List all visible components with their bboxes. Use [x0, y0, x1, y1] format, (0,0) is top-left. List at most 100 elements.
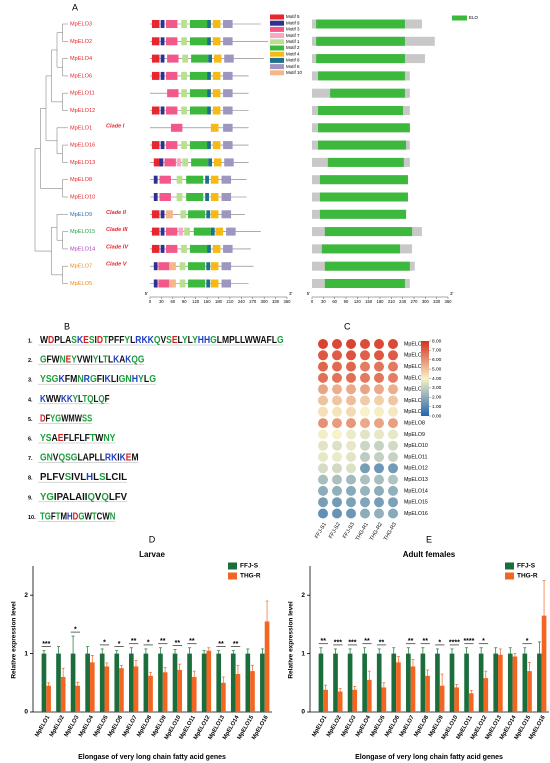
heatmap-cell	[360, 339, 370, 349]
legend-swatch	[270, 39, 284, 45]
row-label: MpELO13	[404, 477, 428, 483]
heatmap-cell	[360, 463, 370, 474]
panel-label: B	[64, 321, 70, 331]
logo-number: 3.	[28, 378, 33, 384]
motif-block	[160, 54, 165, 63]
heatmap-cell	[388, 485, 398, 496]
logo-sequence: GFWNEYVWIYLTLKAKQG	[40, 354, 145, 365]
motif-block	[181, 37, 187, 46]
motif-block	[210, 123, 219, 132]
clade-label: Clade V	[106, 262, 128, 268]
heatmap-cell	[374, 429, 384, 440]
legend-label: Motif 4	[286, 51, 300, 56]
x-tick-label: 330	[433, 299, 441, 304]
gene-label: MpELO12	[70, 108, 95, 114]
motif-block	[207, 244, 211, 253]
motif-block	[223, 37, 233, 46]
legend-swatch	[270, 57, 284, 63]
motif-block	[151, 106, 160, 115]
heatmap-cell	[346, 339, 356, 349]
heatmap-cell	[388, 463, 398, 474]
colorbar-label: 6.00	[432, 357, 442, 363]
legend-swatch	[505, 572, 514, 580]
row-label: MpELO12	[404, 466, 428, 472]
column-label: THG-R2	[369, 522, 384, 542]
chart-title: Larvae	[139, 550, 165, 559]
motif-block	[151, 37, 160, 46]
heatmap-cell	[360, 485, 370, 496]
motif-block	[160, 227, 165, 236]
bar	[468, 693, 474, 712]
logo-number: 5.	[28, 417, 33, 423]
heatmap-cell	[332, 452, 342, 462]
motif-block	[160, 210, 165, 219]
heatmap-cell	[388, 372, 398, 383]
motif-block	[221, 193, 232, 201]
heatmap-cell	[388, 497, 398, 508]
gene-label: MpELO7	[70, 264, 92, 270]
motif-block	[212, 141, 221, 150]
legend-swatch	[270, 70, 284, 76]
significance-label: *	[526, 638, 529, 645]
elo-domain	[330, 88, 405, 98]
heatmap-cell	[388, 429, 398, 440]
motif-block	[213, 158, 222, 167]
bar	[148, 675, 153, 712]
heatmap-cell	[318, 452, 328, 462]
panel-label: D	[149, 534, 156, 544]
heatmap-cell	[360, 395, 370, 406]
motif-block	[224, 54, 234, 63]
logo-number: 9.	[28, 495, 33, 501]
heatmap-cell	[318, 384, 328, 395]
heatmap-cell	[360, 350, 370, 361]
y-tick-label: 0	[301, 709, 305, 716]
motif-block	[205, 193, 209, 201]
bar	[70, 653, 76, 712]
elo-domain	[324, 227, 413, 237]
gene-label: MpELO15	[70, 229, 95, 235]
gene-label: MpELO8	[70, 177, 92, 183]
legend-label: Motif 3	[286, 27, 300, 32]
gene-label: MpELO13	[70, 160, 95, 166]
x-tick-label: 300	[422, 299, 430, 304]
logo-sequence: TGFTMHDGWTCWN	[40, 511, 115, 522]
logo-number: 8.	[28, 476, 33, 482]
heatmap-cell	[318, 372, 328, 383]
row-label: MpELO6	[404, 398, 425, 404]
heatmap-cell	[332, 440, 342, 451]
elo-domain	[319, 209, 407, 219]
motif-block	[151, 71, 160, 80]
heatmap-cell	[388, 395, 398, 406]
end-label: 5'	[307, 291, 311, 296]
bar	[245, 653, 251, 712]
chart-title: Adult females	[403, 550, 456, 559]
logo-number: 10.	[28, 515, 36, 521]
motif-block	[165, 244, 178, 253]
motif-block	[210, 262, 219, 271]
elo-domain	[318, 140, 407, 150]
logo-sequence: YGIPALAIIQVQLFV	[40, 491, 127, 502]
motif-block	[151, 210, 160, 219]
motif-block	[189, 141, 208, 150]
motif-block	[189, 89, 208, 98]
legend-swatch	[270, 20, 284, 26]
motif-block	[208, 54, 213, 63]
motif-block	[189, 37, 208, 46]
heatmap-cell	[360, 429, 370, 440]
bar	[391, 653, 397, 712]
motif-block	[189, 244, 208, 253]
legend-label: Motif 1	[286, 39, 300, 44]
bar	[537, 653, 542, 712]
bar	[435, 653, 440, 712]
heatmap-cell	[332, 384, 342, 395]
heatmap-cell	[388, 452, 398, 462]
bar	[493, 653, 499, 712]
heatmap-cell	[318, 429, 328, 440]
bar	[216, 653, 222, 712]
legend-label: Motif 5	[286, 14, 300, 19]
motif-block	[176, 175, 183, 184]
row-label: MpELO14	[404, 488, 428, 494]
bar	[449, 653, 455, 712]
significance-label: *	[147, 639, 150, 646]
legend-swatch	[505, 562, 514, 570]
